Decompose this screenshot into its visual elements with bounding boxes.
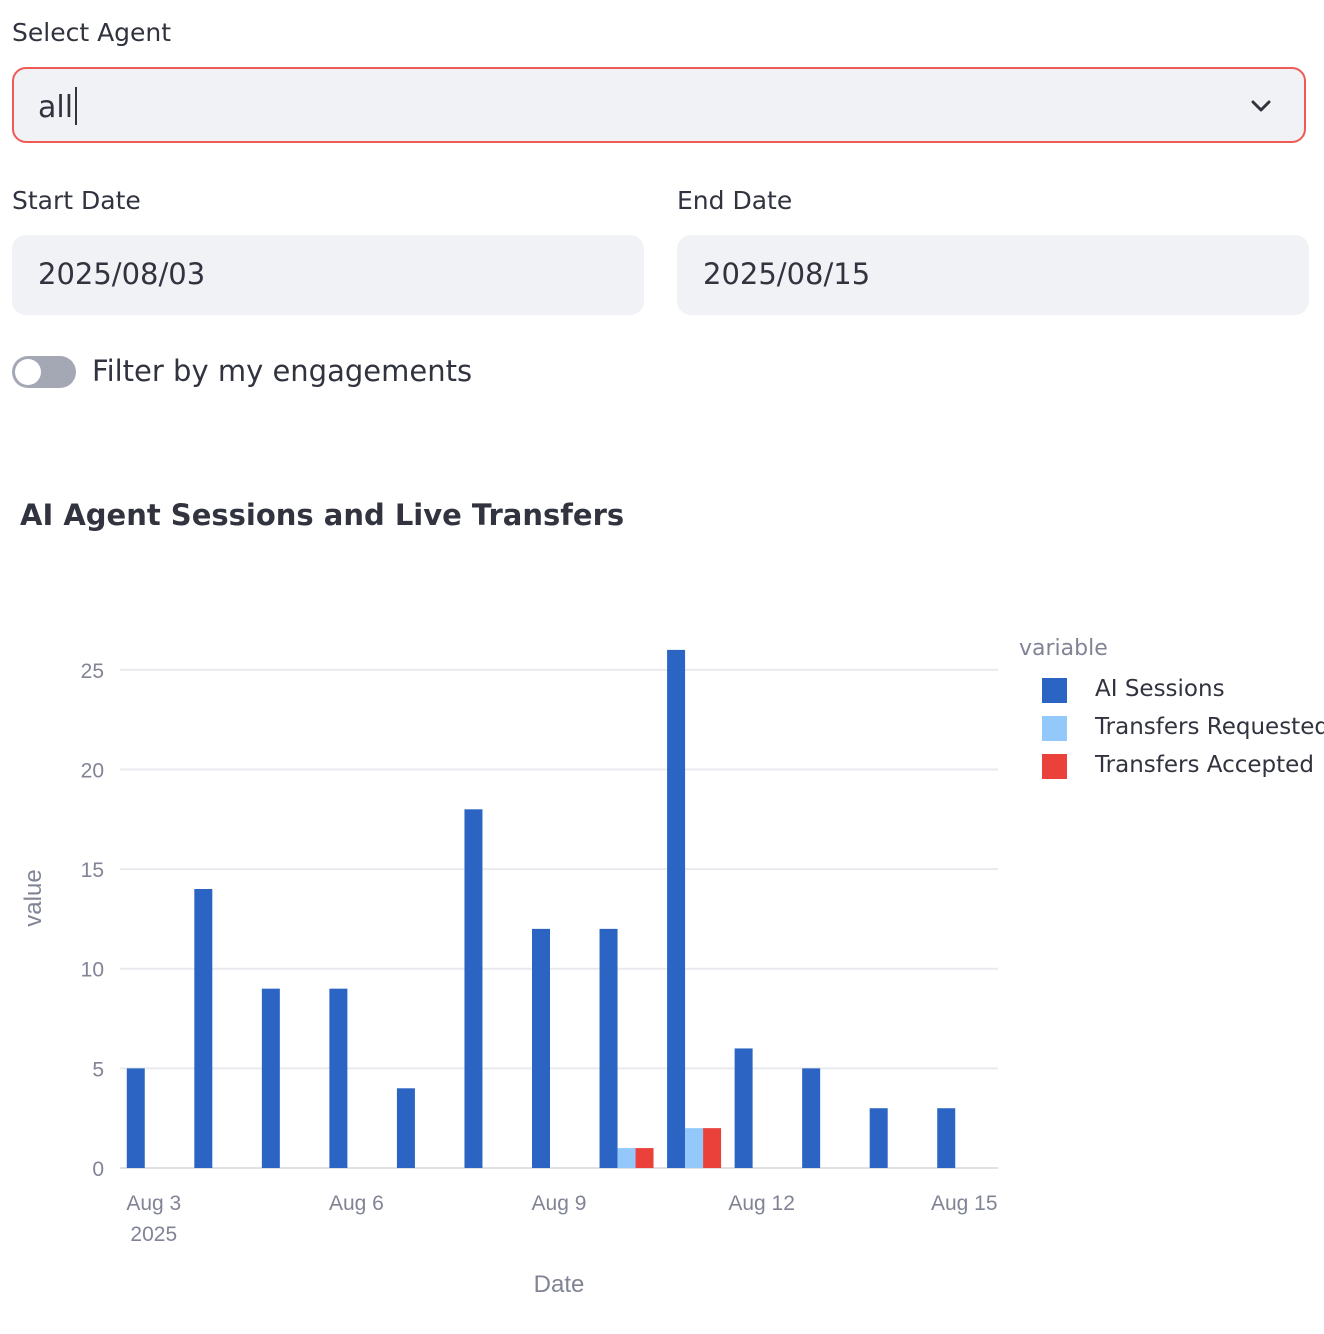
bar-ai-sessions: [937, 1108, 956, 1168]
bar-transfers-requested: [685, 1128, 704, 1168]
text-cursor: [75, 87, 78, 125]
y-axis-title: value: [20, 869, 47, 926]
bar-transfers-requested: [617, 1148, 636, 1168]
start-date-input[interactable]: 2025/08/03: [12, 235, 644, 315]
bar-ai-sessions: [599, 928, 618, 1168]
legend-swatch: [1042, 716, 1067, 741]
bar-ai-sessions: [126, 1068, 145, 1168]
bar-transfers-accepted: [635, 1148, 654, 1168]
x-tick-label: Aug 9: [532, 1192, 587, 1215]
chevron-down-icon[interactable]: [1248, 93, 1274, 119]
end-date-input[interactable]: 2025/08/15: [677, 235, 1309, 315]
x-tick-label: Aug 3: [126, 1192, 181, 1215]
legend-label: AI Sessions: [1095, 676, 1225, 702]
legend-label: Transfers Accepted: [1095, 752, 1314, 778]
y-tick-label: 10: [81, 959, 104, 982]
select-agent-label: Select Agent: [12, 18, 172, 47]
start-date-value: 2025/08/03: [38, 257, 206, 291]
legend-swatch: [1042, 754, 1067, 779]
bar-ai-sessions: [802, 1068, 821, 1168]
agent-select[interactable]: all: [12, 67, 1306, 143]
y-tick-label: 5: [92, 1058, 104, 1081]
x-tick-label: Aug 6: [329, 1192, 384, 1215]
x-axis-title: Date: [534, 1271, 585, 1298]
engagement-toggle[interactable]: [12, 356, 76, 388]
bar-ai-sessions: [734, 1048, 753, 1168]
bar-ai-sessions: [869, 1108, 888, 1168]
legend-title: variable: [1019, 636, 1108, 661]
bar-ai-sessions: [667, 649, 686, 1168]
end-date-label: End Date: [677, 186, 793, 215]
toggle-knob: [15, 359, 41, 385]
x-tick-label: Aug 15: [931, 1192, 998, 1215]
legend-label: Transfers Requested: [1095, 714, 1324, 740]
bar-ai-sessions: [532, 928, 550, 1168]
bar-transfers-accepted: [703, 1128, 722, 1168]
bar-ai-sessions: [396, 1088, 415, 1168]
bar-ai-sessions: [464, 809, 483, 1168]
chart-title: AI Agent Sessions and Live Transfers: [20, 498, 625, 532]
y-tick-label: 25: [81, 660, 104, 683]
y-tick-label: 0: [92, 1158, 104, 1181]
y-tick-label: 15: [81, 859, 104, 882]
agent-select-value: all: [38, 87, 78, 125]
agent-select-text: all: [38, 90, 74, 125]
start-date-label: Start Date: [12, 186, 141, 215]
y-tick-label: 20: [81, 759, 104, 782]
legend-swatch: [1042, 678, 1067, 703]
x-tick-label: Aug 12: [728, 1192, 795, 1215]
bar-ai-sessions: [329, 988, 348, 1168]
bar-ai-sessions: [194, 889, 213, 1168]
bar-ai-sessions: [261, 988, 280, 1168]
end-date-value: 2025/08/15: [703, 257, 871, 291]
engagement-toggle-label: Filter by my engagements: [92, 354, 473, 388]
x-tick-sublabel: 2025: [130, 1223, 177, 1246]
